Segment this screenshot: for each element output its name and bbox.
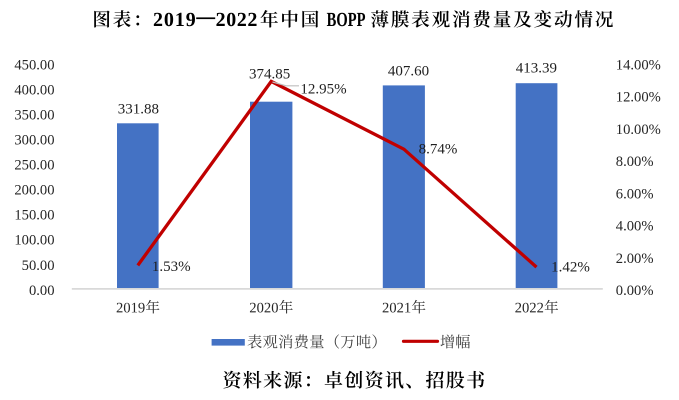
svg-text:100.00: 100.00 — [14, 233, 54, 249]
svg-text:12.95%: 12.95% — [300, 81, 346, 97]
svg-text:331.88: 331.88 — [118, 102, 159, 118]
svg-text:4.00%: 4.00% — [616, 219, 654, 235]
svg-text:10.00%: 10.00% — [616, 122, 661, 138]
svg-text:1.53%: 1.53% — [152, 259, 191, 275]
svg-text:8.74%: 8.74% — [419, 142, 458, 158]
svg-text:8.00%: 8.00% — [616, 154, 654, 170]
svg-text:400.00: 400.00 — [14, 82, 54, 98]
svg-text:407.60: 407.60 — [388, 63, 429, 79]
svg-text:12.00%: 12.00% — [616, 90, 661, 106]
svg-text:413.39: 413.39 — [516, 61, 557, 77]
svg-text:6.00%: 6.00% — [616, 186, 654, 202]
svg-text:250.00: 250.00 — [14, 158, 54, 174]
svg-text:2.00%: 2.00% — [616, 251, 654, 267]
svg-text:350.00: 350.00 — [14, 108, 54, 124]
svg-text:0.00: 0.00 — [29, 283, 55, 299]
svg-text:300.00: 300.00 — [14, 133, 54, 149]
svg-text:1.42%: 1.42% — [551, 260, 590, 276]
svg-text:150.00: 150.00 — [14, 208, 54, 224]
svg-text:374.85: 374.85 — [249, 67, 290, 83]
svg-text:450.00: 450.00 — [14, 57, 54, 73]
svg-text:50.00: 50.00 — [22, 258, 55, 274]
svg-text:200.00: 200.00 — [14, 183, 54, 199]
svg-text:14.00%: 14.00% — [616, 57, 661, 73]
svg-text:0.00%: 0.00% — [616, 283, 654, 299]
